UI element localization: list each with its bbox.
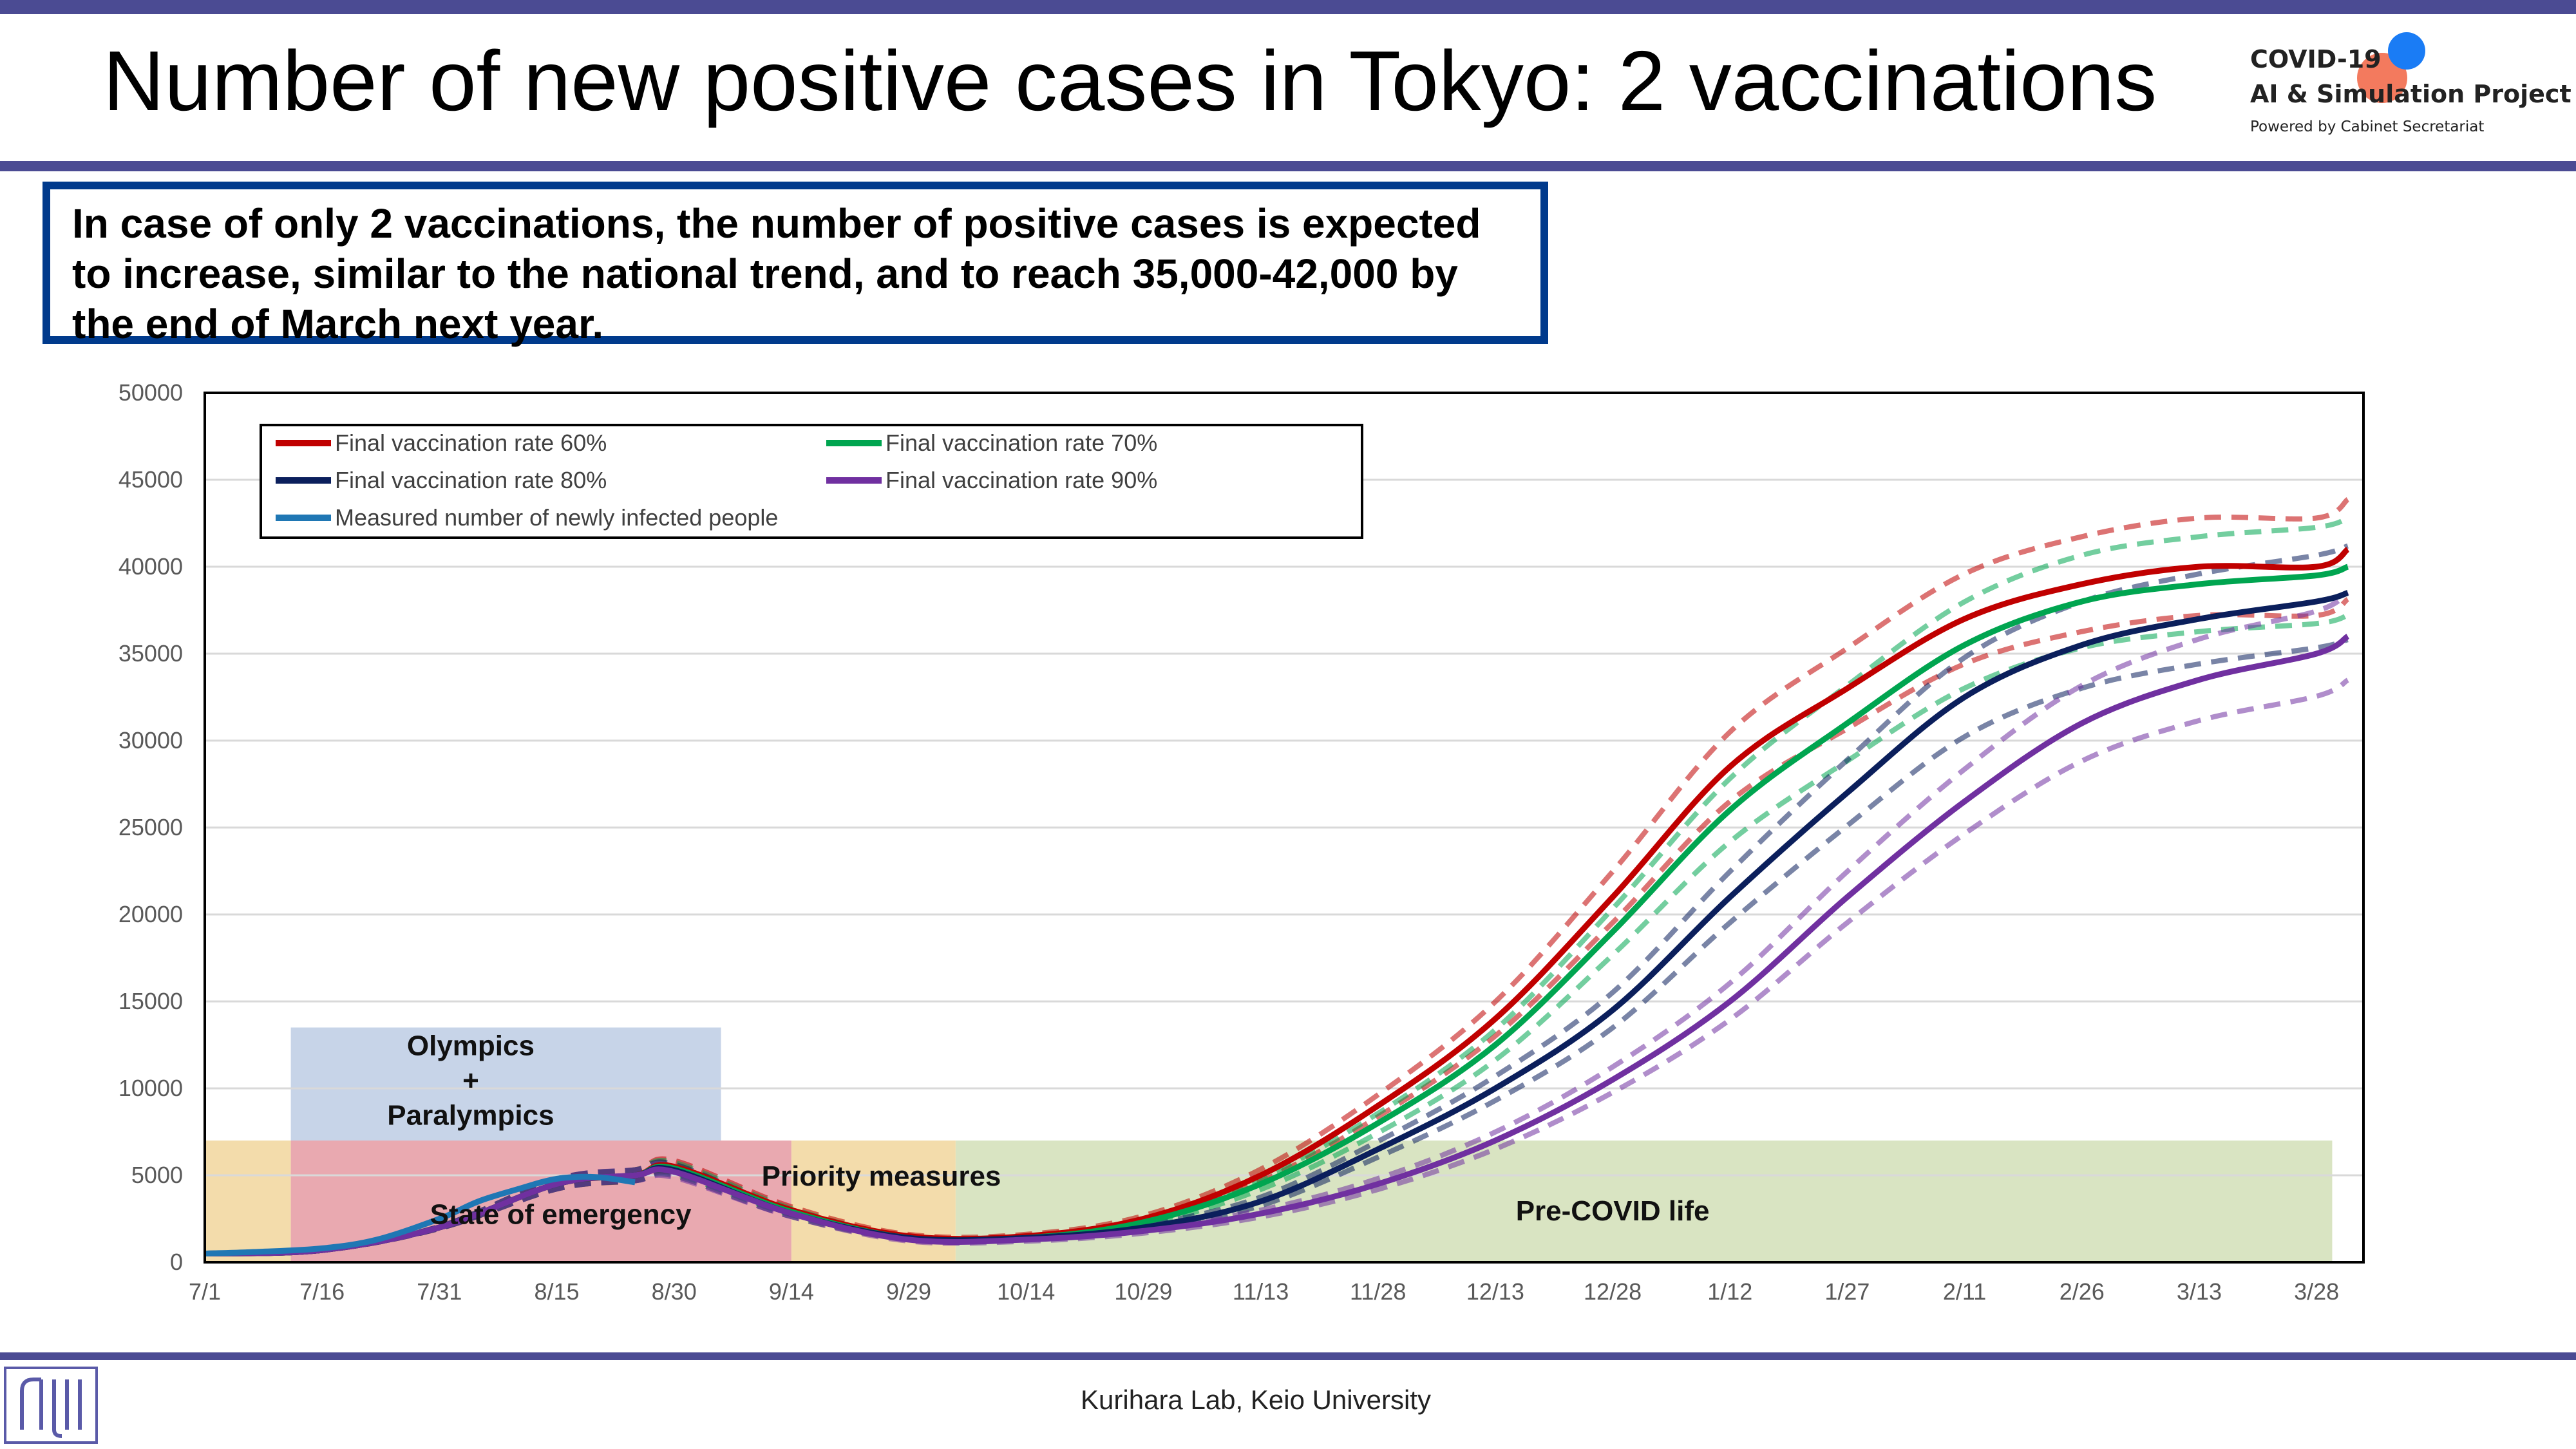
band-0 — [205, 1141, 291, 1262]
series-bound-3-1 — [204, 677, 2349, 1256]
band-label-olympics-line-0: Olympics — [407, 1030, 535, 1062]
y-tick-label: 50000 — [118, 379, 183, 406]
logo-line1: COVID-19 — [2250, 45, 2382, 73]
y-tick-label: 5000 — [131, 1162, 183, 1188]
band-label-1: State of emergency — [430, 1199, 692, 1231]
x-tick-label: 12/28 — [1584, 1278, 1642, 1305]
x-tick-label: 1/27 — [1824, 1278, 1870, 1305]
x-tick-label: 10/29 — [1114, 1278, 1172, 1305]
y-tick-label: 15000 — [118, 988, 183, 1014]
band-label-olympics-line-1: + — [462, 1065, 479, 1097]
y-tick-label: 30000 — [118, 727, 183, 753]
x-tick-label: 7/16 — [299, 1278, 345, 1305]
legend-label-0: Final vaccination rate 60% — [335, 430, 607, 456]
y-tick-label: 0 — [170, 1249, 183, 1275]
y-tick-label: 45000 — [118, 466, 183, 493]
series-line-measured — [204, 1173, 636, 1256]
x-tick-label: 9/14 — [769, 1278, 814, 1305]
header-rule — [0, 161, 2576, 171]
y-tick-label: 35000 — [118, 640, 183, 667]
x-tick-label: 2/11 — [1943, 1278, 1986, 1305]
footer-rule — [0, 1352, 2576, 1360]
logo-line3: Powered by Cabinet Secretariat — [2250, 118, 2485, 135]
logo-line2: AI & Simulation Project — [2250, 80, 2571, 108]
x-tick-label: 11/13 — [1233, 1278, 1289, 1305]
covid-ai-project-logo: COVID-19 AI & Simulation Project Powered… — [2248, 26, 2571, 148]
logo-blue-dot — [2388, 32, 2425, 70]
series-bound-3-0 — [204, 590, 2350, 1256]
y-tick-label: 10000 — [118, 1075, 183, 1101]
legend-label-2: Final vaccination rate 80% — [335, 467, 607, 493]
x-tick-label: 10/14 — [997, 1278, 1055, 1305]
x-tick-label: 7/1 — [189, 1278, 221, 1305]
keio-lab-logo — [4, 1367, 98, 1444]
legend-label-4: Measured number of newly infected people — [335, 504, 778, 531]
band-label-3: Priority measures — [762, 1160, 1001, 1192]
y-tick-label: 40000 — [118, 553, 183, 580]
cases-line-chart: State of emergency Olympics+Paralympics Pr… — [118, 379, 2365, 1305]
x-tick-label: 9/29 — [886, 1278, 931, 1305]
x-tick-label: 3/28 — [2294, 1278, 2339, 1305]
x-tick-label: 2/26 — [2060, 1278, 2105, 1305]
legend-label-3: Final vaccination rate 90% — [886, 467, 1157, 493]
band-label-olympics-line-2: Paralympics — [387, 1100, 554, 1132]
x-tick-label: 8/30 — [652, 1278, 697, 1305]
y-tick-label: 20000 — [118, 901, 183, 927]
summary-text: In case of only 2 vaccinations, the numb… — [72, 200, 1481, 347]
band-label-4: Pre-COVID life — [1516, 1195, 1710, 1227]
plot-frame — [204, 392, 2365, 1264]
x-tick-label: 11/28 — [1350, 1278, 1406, 1305]
band-2 — [290, 1027, 721, 1141]
x-tick-label: 12/13 — [1466, 1278, 1524, 1305]
x-tick-label: 1/12 — [1707, 1278, 1752, 1305]
x-tick-label: 7/31 — [417, 1278, 462, 1305]
top-rule — [0, 0, 2576, 14]
footer-credit: Kurihara Lab, Keio University — [1081, 1385, 1431, 1415]
summary-callout: In case of only 2 vaccinations, the numb… — [43, 182, 1548, 347]
legend-label-1: Final vaccination rate 70% — [886, 430, 1157, 456]
chart-container: State of emergency Olympics + Paralympics Pr… — [0, 361, 2524, 1330]
y-tick-label: 25000 — [118, 814, 183, 840]
legend-box — [260, 424, 1363, 539]
page-title: Number of new positive cases in Tokyo: 2… — [103, 33, 2157, 128]
x-tick-label: 3/13 — [2177, 1278, 2222, 1305]
x-tick-label: 8/15 — [534, 1278, 579, 1305]
